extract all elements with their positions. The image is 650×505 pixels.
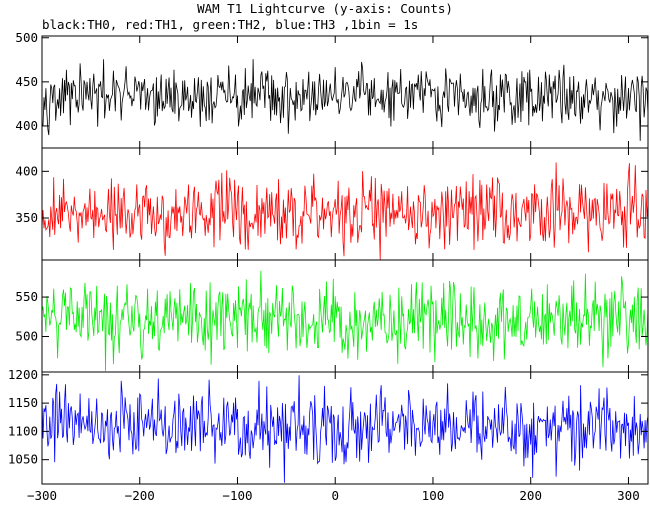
series-line-th1 xyxy=(41,162,649,261)
panel-frame-th3 xyxy=(41,371,649,485)
y-tick-label-th2: 550 xyxy=(15,289,38,304)
x-tick-label: 100 xyxy=(422,488,445,503)
x-tick-label: 200 xyxy=(519,488,542,503)
y-tick-label-th1: 350 xyxy=(15,210,38,225)
series-line-th0 xyxy=(41,59,649,141)
y-tick-label-th2: 500 xyxy=(15,329,38,344)
x-tick-label: 300 xyxy=(617,488,640,503)
y-tick-label-th3: 1050 xyxy=(8,452,38,467)
panel-frame-th2 xyxy=(41,259,649,373)
y-tick-label-th1: 400 xyxy=(15,163,38,178)
chart-title: WAM T1 Lightcurve (y-axis: Counts) xyxy=(197,1,453,16)
x-tick-label: 0 xyxy=(331,488,339,503)
y-tick-label-th0: 500 xyxy=(15,30,38,45)
x-tick-label: −300 xyxy=(27,488,57,503)
x-tick-label: −100 xyxy=(222,488,252,503)
y-tick-label-th0: 450 xyxy=(15,74,38,89)
y-tick-label-th3: 1150 xyxy=(8,395,38,410)
y-tick-label-th3: 1100 xyxy=(8,423,38,438)
x-tick-label: −200 xyxy=(125,488,155,503)
y-tick-label-th3: 1200 xyxy=(8,367,38,382)
series-line-th2 xyxy=(41,270,649,372)
chart-subtitle: black:TH0, red:TH1, green:TH2, blue:TH3 … xyxy=(42,17,419,32)
y-tick-label-th0: 400 xyxy=(15,118,38,133)
series-line-th3 xyxy=(41,375,649,483)
